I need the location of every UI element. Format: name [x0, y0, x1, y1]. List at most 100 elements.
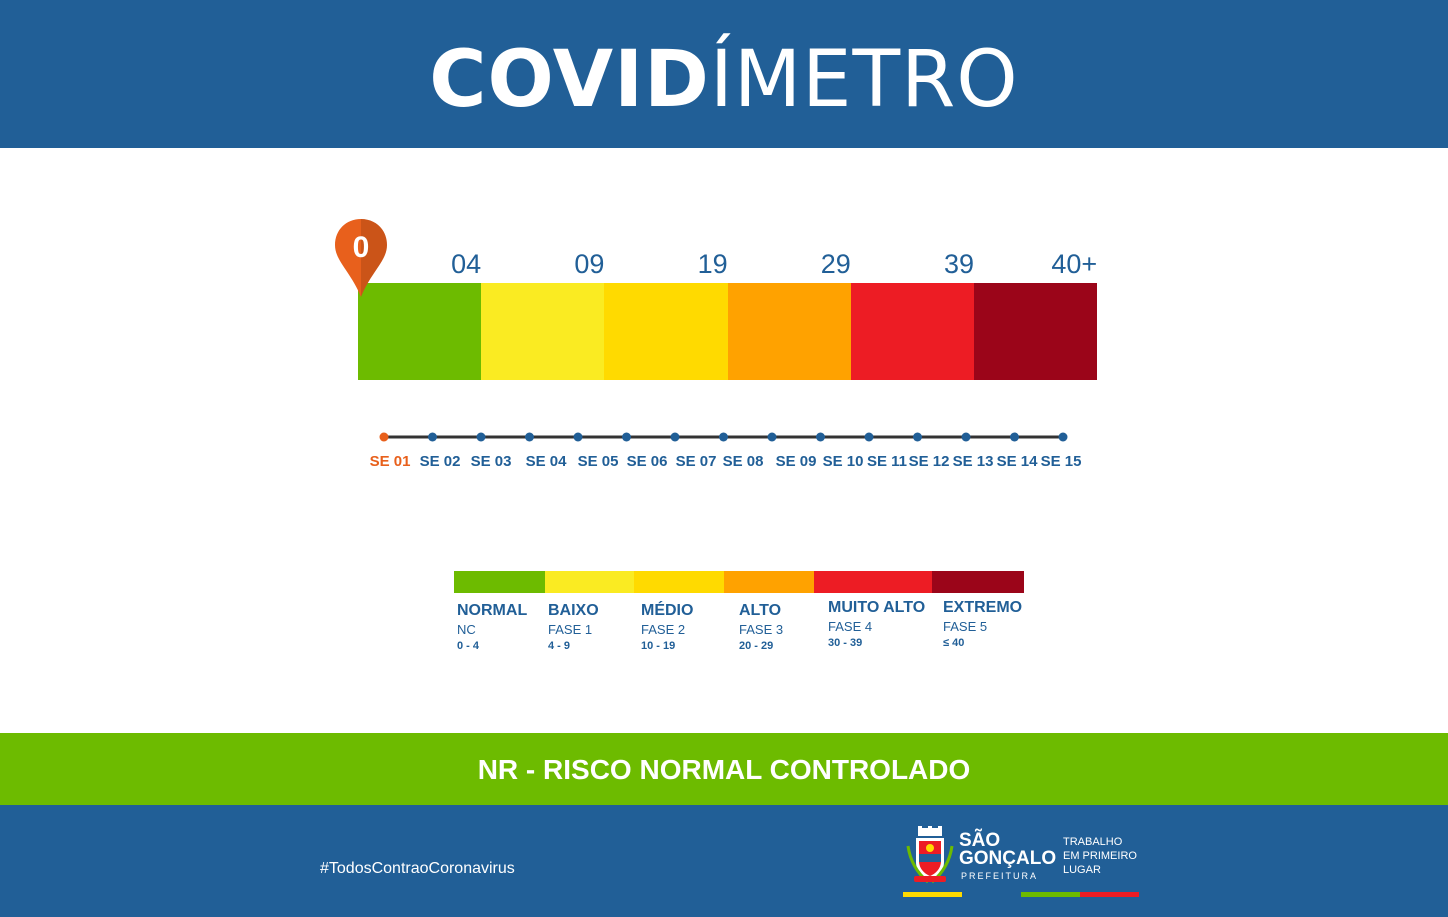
week-label: SE 13 [952, 453, 994, 470]
footer [0, 805, 1448, 917]
slogan-line-1: TRABALHO [1063, 836, 1123, 848]
legend-range: 4 - 9 [548, 640, 571, 652]
status-banner [0, 733, 1448, 805]
pin-shape [335, 219, 387, 297]
gauge-segment-1 [358, 283, 482, 380]
brand-stripe-segment [1021, 892, 1080, 897]
gauge-segment-2 [481, 283, 605, 380]
legend-phase: FASE 3 [739, 622, 784, 637]
week-label: SE 14 [996, 453, 1038, 470]
legend-item: MUITO ALTO FASE 4 30 - 39 [828, 598, 925, 651]
brand-stripe-segment [1080, 892, 1139, 897]
legend-level-name: ALTO [739, 602, 782, 619]
gauge-segment-4 [727, 283, 851, 380]
gauge-tick-label: 39 [943, 249, 974, 279]
week-label: SE 10 [822, 453, 864, 470]
legend-level-name: EXTREMO [943, 599, 1023, 616]
legend-swatch [814, 571, 932, 593]
legend-item: MÉDIO FASE 2 10 - 19 [641, 601, 693, 654]
legend-item: BAIXO FASE 1 4 - 9 [548, 601, 599, 654]
gauge-tick-label: 29 [820, 249, 851, 279]
timeline-dot [719, 432, 728, 442]
legend-item: ALTO FASE 3 20 - 29 [739, 601, 783, 654]
risk-gauge [358, 283, 1098, 380]
legend-phase: FASE 4 [828, 619, 873, 634]
city-name: SÃO GONÇALO [959, 830, 1057, 869]
timeline-dot [864, 432, 874, 442]
timeline-dot [428, 432, 437, 442]
legend-swatch [932, 571, 1024, 593]
brand-stripe-segment [962, 892, 1021, 897]
week-label: SE 09 [775, 453, 817, 470]
timeline-dot [1010, 432, 1019, 442]
timeline-dot [1058, 432, 1068, 442]
legend-swatch [724, 571, 814, 593]
week-label: SE 04 [525, 453, 567, 470]
timeline-dot [379, 432, 389, 442]
week-label: SE 11 [866, 453, 908, 470]
legend-level-name: MUITO ALTO [828, 599, 926, 616]
slogan-line-3: LUGAR [1063, 864, 1101, 876]
timeline-dot [573, 432, 583, 442]
legend-level-name: BAIXO [548, 602, 599, 619]
gauge-tick-label: 19 [697, 249, 728, 279]
title-bold-part: COVID [429, 35, 710, 125]
timeline-dot [816, 432, 825, 442]
page-title: COVIDÍMETRO [0, 38, 1448, 122]
week-label: SE 05 [577, 453, 619, 470]
legend-phase: FASE 1 [548, 622, 593, 637]
location-pin-icon: 0 [335, 219, 387, 297]
gauge-segment-5 [850, 283, 974, 380]
slogan-line-2: EM PRIMEIRO [1063, 850, 1137, 862]
coat-of-arms-icon [906, 826, 954, 884]
legend-level-name: MÉDIO [641, 602, 694, 619]
indicator-value: 0 [353, 231, 370, 264]
pin-shade [361, 219, 387, 297]
legend-level-name: NORMAL [457, 602, 528, 619]
timeline-dot [622, 432, 631, 442]
gauge-tick-label: 40+ [1051, 249, 1098, 279]
week-label: SE 07 [675, 453, 717, 470]
hashtag-text: #TodosContraoCoronavirus [320, 860, 515, 877]
legend-range: 30 - 39 [828, 637, 863, 649]
timeline-dot [525, 432, 534, 442]
legend-item: NORMAL NC 0 - 4 [457, 601, 527, 654]
legend-swatch [545, 571, 634, 593]
gauge-tick-label: 09 [574, 249, 605, 279]
week-label: SE 01 [369, 453, 411, 470]
legend-swatch [634, 571, 724, 593]
city-subtitle: PREFEITURA [961, 871, 1039, 881]
timeline-dot [476, 432, 486, 442]
legend-phase: FASE 5 [943, 619, 988, 634]
gauge-tick-label: 04 [451, 249, 482, 279]
legend-phase: FASE 2 [641, 622, 686, 637]
timeline-dot [961, 432, 971, 442]
timeline-dot [670, 432, 680, 442]
slogan: TRABALHO EM PRIMEIRO LUGAR [1063, 835, 1173, 877]
brand-color-stripe [903, 892, 1139, 897]
brand-stripe-segment [903, 892, 962, 897]
city-line-1: SÃO [959, 830, 1001, 851]
legend-item: EXTREMO FASE 5 ≤ 40 [943, 598, 1022, 651]
gauge-segment-3 [604, 283, 728, 380]
legend-color-bar [454, 571, 1024, 593]
week-label: SE 03 [470, 453, 512, 470]
legend-swatch [454, 571, 545, 593]
legend-phase: NC [457, 622, 476, 637]
week-label: SE 06 [626, 453, 668, 470]
legend-range: 10 - 19 [641, 640, 676, 652]
timeline-dot [767, 432, 777, 442]
timeline-dot [913, 432, 922, 442]
title-light-part: ÍMETRO [709, 35, 1019, 125]
week-label: SE 12 [908, 453, 950, 470]
week-label: SE 02 [419, 453, 461, 470]
header-banner [0, 0, 1448, 148]
week-label: SE 08 [722, 453, 764, 470]
legend-range: 20 - 29 [739, 640, 774, 652]
gauge-segment-6 [973, 283, 1098, 380]
status-text: NR - RISCO NORMAL CONTROLADO [477, 754, 971, 785]
week-label: SE 15 [1040, 453, 1082, 470]
legend-range: ≤ 40 [943, 637, 965, 649]
legend-range: 0 - 4 [457, 640, 480, 652]
city-line-2: GONÇALO [959, 848, 1057, 869]
